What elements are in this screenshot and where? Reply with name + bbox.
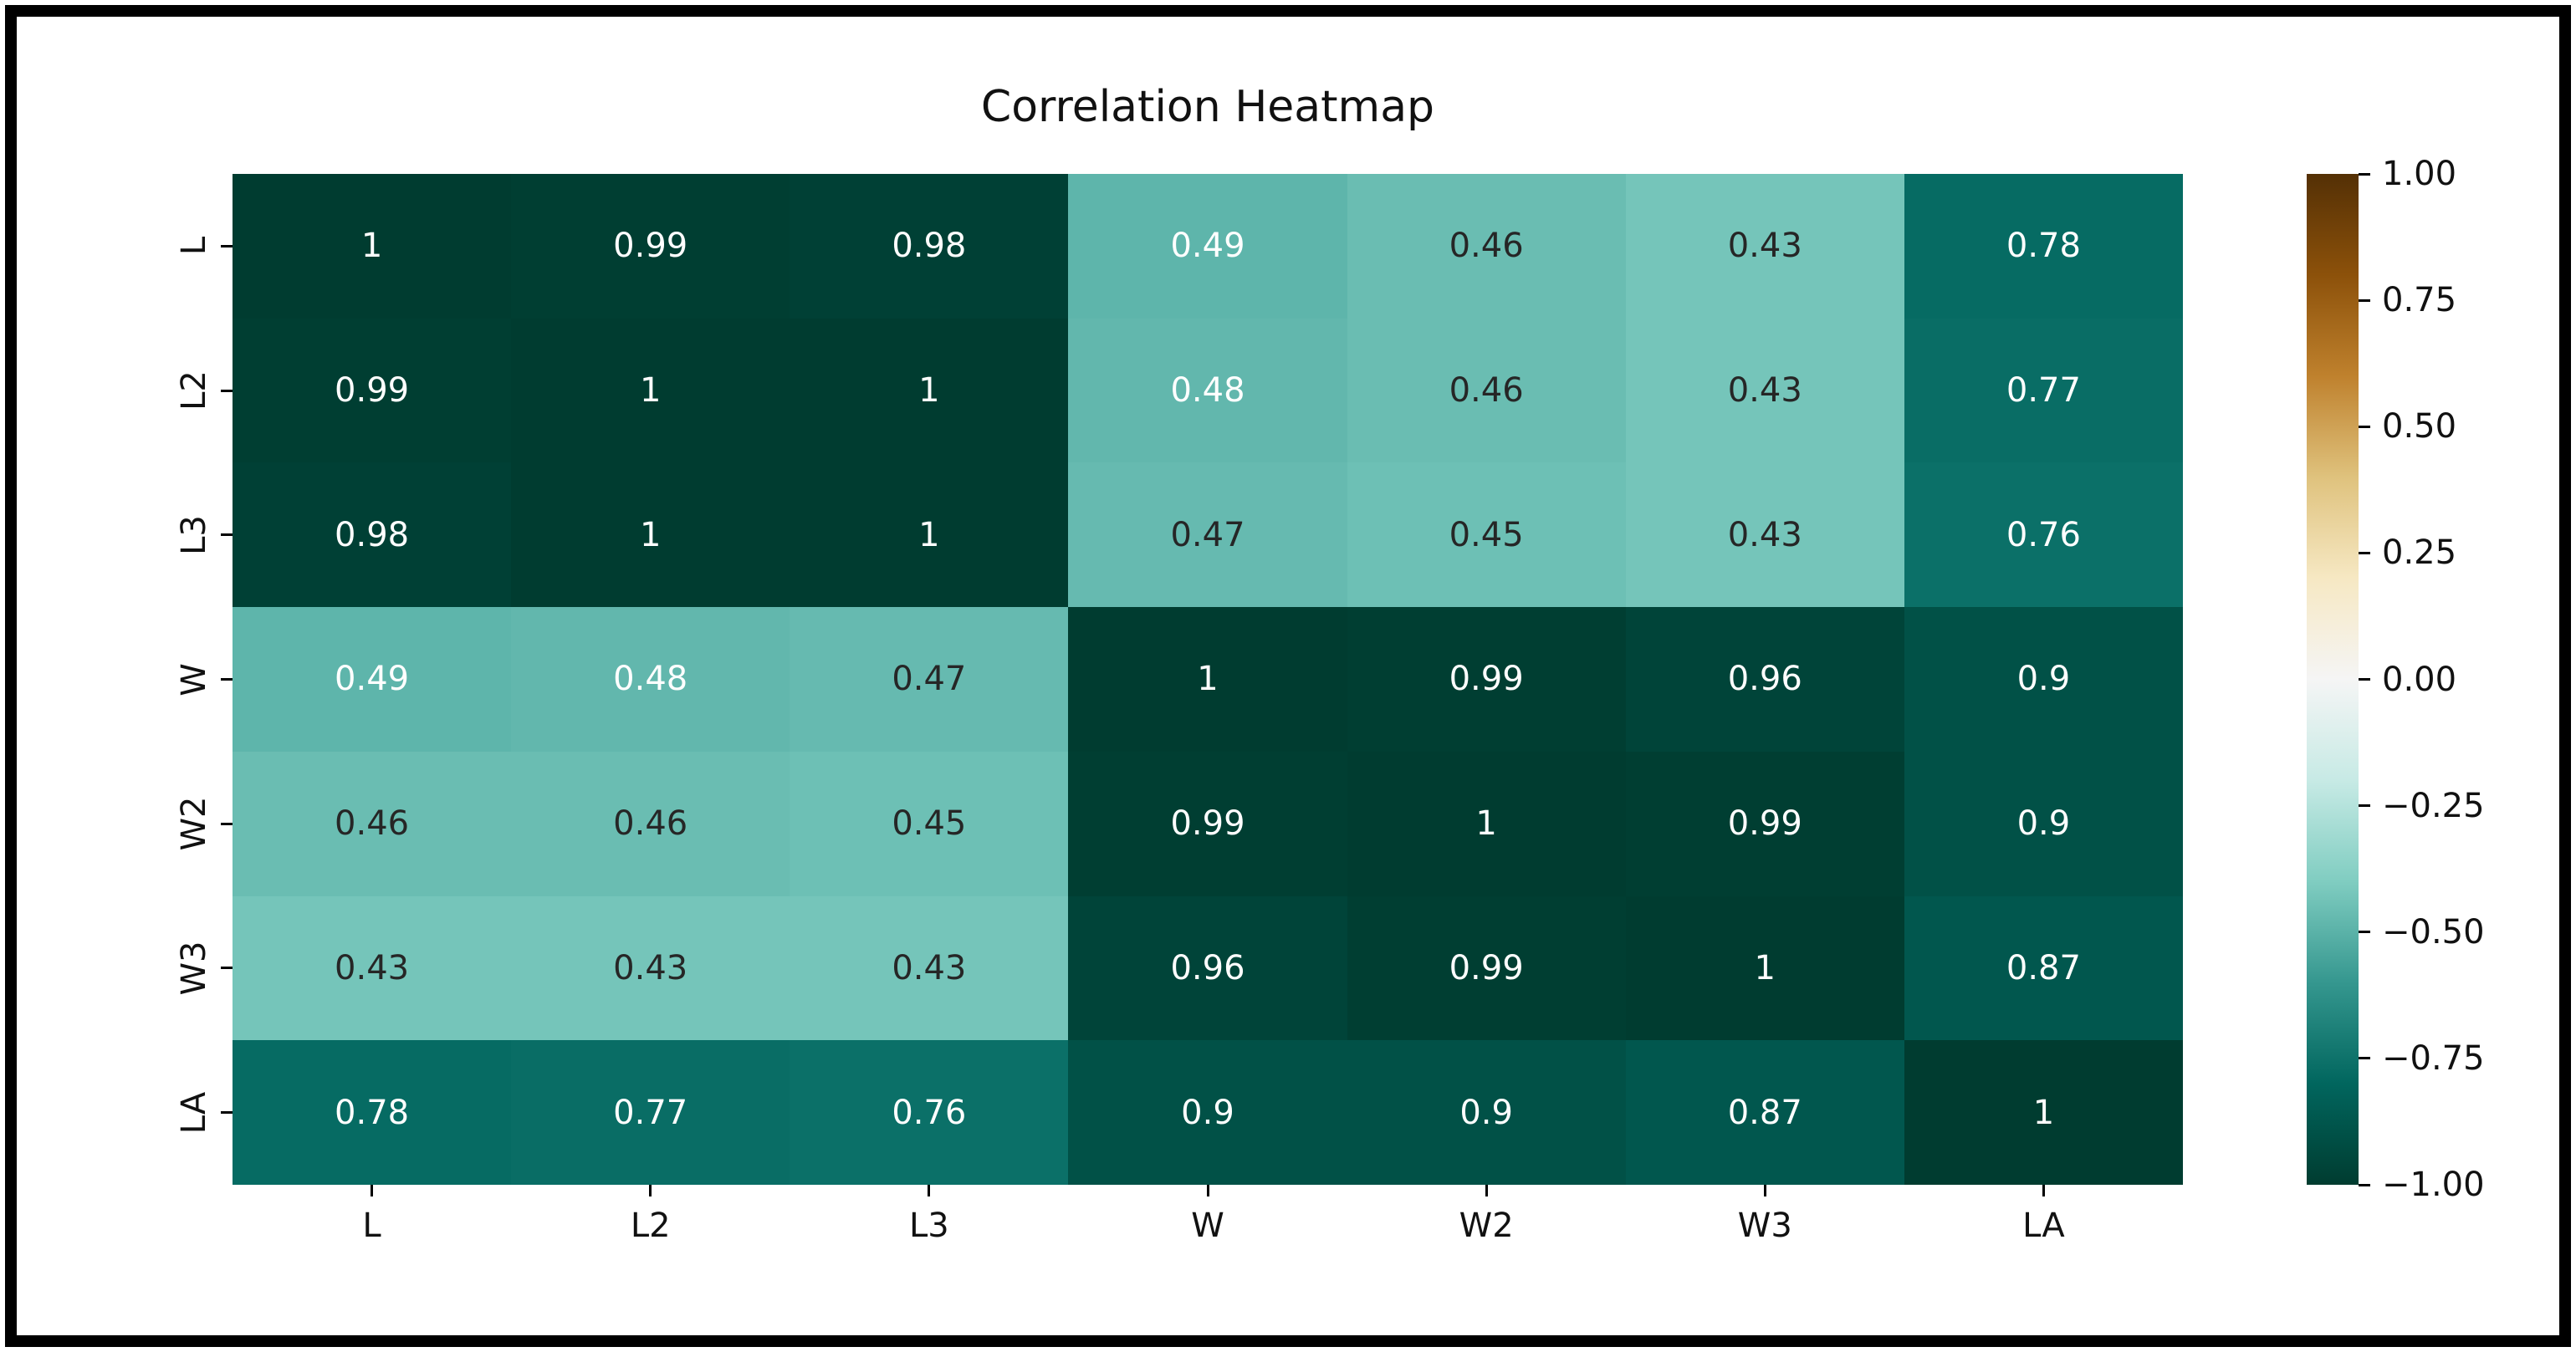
colorbar-tick-label: 0.00 [2382, 660, 2457, 699]
heatmap-cell-W2-LA: 0.9 [1904, 751, 2183, 896]
y-tick-mark [221, 678, 233, 681]
x-tick-mark [928, 1185, 931, 1196]
y-tick-label-L3: L3 [175, 514, 213, 555]
x-tick-label-W: W [1191, 1207, 1224, 1245]
heatmap-cell-L3-W3: 0.43 [1625, 462, 1904, 608]
x-tick-label-W2: W2 [1459, 1207, 1514, 1245]
heatmap-cell-W3-W3: 1 [1625, 895, 1904, 1041]
y-tick-label-W2: W2 [175, 796, 213, 851]
heatmap-cell-L3-W2: 0.45 [1347, 462, 1626, 608]
x-tick-mark [1763, 1185, 1766, 1196]
colorbar-tick-label: 0.75 [2382, 281, 2457, 320]
heatmap-cell-L2-LA: 0.77 [1904, 318, 2183, 463]
heatmap-cell-L2-L2: 1 [511, 318, 790, 463]
y-tick-mark [221, 967, 233, 970]
heatmap-cell-L2-W2: 0.46 [1347, 318, 1626, 463]
colorbar-tick-label: 1.00 [2382, 155, 2457, 193]
heatmap-cell-W2-W2: 1 [1347, 751, 1626, 896]
heatmap-cell-W3-L2: 0.43 [511, 895, 790, 1041]
heatmap-cell-L3-L3: 1 [790, 462, 1069, 608]
heatmap-cell-L3-L2: 1 [511, 462, 790, 608]
heatmap-cell-L2-W3: 0.43 [1625, 318, 1904, 463]
y-tick-label-L: L [175, 237, 213, 256]
colorbar-tick-mark [2359, 931, 2370, 934]
x-tick-mark [649, 1185, 652, 1196]
heatmap-grid: 1 0.99 0.98 0.49 0.46 0.43 0.78 0.99 1 1 0.48 0.46 0… [233, 174, 2183, 1185]
heatmap-cell-LA-L3: 0.76 [790, 1040, 1069, 1185]
heatmap-cell-W2-W3: 0.99 [1625, 751, 1904, 896]
heatmap-cell-W2-W: 0.99 [1068, 751, 1347, 896]
heatmap-cell-W2-L2: 0.46 [511, 751, 790, 896]
heatmap-cell-L-L2: 0.99 [511, 174, 790, 319]
chart-title: Correlation Heatmap [980, 82, 1435, 132]
heatmap-cell-W2-L: 0.46 [233, 751, 512, 896]
heatmap-cell-W-L3: 0.47 [790, 607, 1069, 752]
colorbar-tick-mark [2359, 172, 2370, 176]
colorbar-tick-label: −0.75 [2382, 1038, 2485, 1078]
heatmap-cell-W2-L3: 0.45 [790, 751, 1069, 896]
y-tick-mark [221, 533, 233, 537]
heatmap-cell-W3-L3: 0.43 [790, 895, 1069, 1041]
heatmap-cell-LA-W2: 0.9 [1347, 1040, 1626, 1185]
x-tick-label-L3: L3 [908, 1207, 949, 1245]
heatmap-cell-W-LA: 0.9 [1904, 607, 2183, 752]
heatmap-cell-W3-W: 0.96 [1068, 895, 1347, 1041]
heatmap-cell-W3-W2: 0.99 [1347, 895, 1626, 1041]
heatmap-cell-W-W3: 0.96 [1625, 607, 1904, 752]
heatmap-cell-W-W2: 0.99 [1347, 607, 1626, 752]
colorbar-tick-mark [2359, 298, 2370, 302]
colorbar-tick-label: −0.25 [2382, 786, 2485, 825]
x-tick-label-W3: W3 [1737, 1207, 1792, 1245]
heatmap-cell-L-W2: 0.46 [1347, 174, 1626, 319]
colorbar-tick-mark [2359, 1057, 2370, 1060]
heatmap-cell-W3-LA: 0.87 [1904, 895, 2183, 1041]
heatmap-cell-W3-L: 0.43 [233, 895, 512, 1041]
heatmap-cell-LA-L2: 0.77 [511, 1040, 790, 1185]
colorbar-tick-mark [2359, 804, 2370, 808]
heatmap-cell-LA-W: 0.9 [1068, 1040, 1347, 1185]
colorbar-tick-label: −1.00 [2382, 1166, 2485, 1204]
heatmap-cell-W-L2: 0.48 [511, 607, 790, 752]
heatmap-cell-LA-L: 0.78 [233, 1040, 512, 1185]
y-tick-label-LA: LA [175, 1091, 213, 1134]
x-tick-mark [1206, 1185, 1209, 1196]
heatmap-cell-LA-W3: 0.87 [1625, 1040, 1904, 1185]
x-tick-mark [371, 1185, 374, 1196]
colorbar-tick-mark [2359, 1183, 2370, 1186]
x-tick-mark [2042, 1185, 2045, 1196]
colorbar-tick-mark [2359, 551, 2370, 554]
y-tick-mark [221, 822, 233, 825]
y-tick-label-W: W [175, 662, 213, 696]
x-tick-label-L2: L2 [630, 1207, 671, 1245]
heatmap-cell-W-L: 0.49 [233, 607, 512, 752]
heatmap-cell-L3-LA: 0.76 [1904, 462, 2183, 608]
colorbar-tick-label: 0.50 [2382, 407, 2457, 446]
heatmap-cell-L2-L3: 1 [790, 318, 1069, 463]
y-tick-label-W3: W3 [175, 941, 213, 996]
heatmap-cell-L3-L: 0.98 [233, 462, 512, 608]
heatmap-cell-L3-W: 0.47 [1068, 462, 1347, 608]
x-tick-label-LA: LA [2022, 1207, 2065, 1245]
y-tick-mark [221, 1111, 233, 1115]
heatmap-cell-L2-L: 0.99 [233, 318, 512, 463]
heatmap-cell-LA-LA: 1 [1904, 1040, 2183, 1185]
colorbar [2307, 174, 2359, 1185]
heatmap-cell-L-W: 0.49 [1068, 174, 1347, 319]
heatmap-cell-L-L: 1 [233, 174, 512, 319]
heatmap-cell-L-L3: 0.98 [790, 174, 1069, 319]
heatmap-cell-L-W3: 0.43 [1625, 174, 1904, 319]
y-tick-label-L2: L2 [175, 370, 213, 411]
heatmap-cell-W-W: 1 [1068, 607, 1347, 752]
y-tick-mark [221, 389, 233, 392]
heatmap-cell-L-LA: 0.78 [1904, 174, 2183, 319]
colorbar-tick-label: −0.50 [2382, 912, 2485, 952]
x-tick-label-L: L [362, 1207, 381, 1245]
y-tick-mark [221, 244, 233, 247]
x-tick-mark [1485, 1185, 1488, 1196]
colorbar-tick-mark [2359, 678, 2370, 681]
heatmap-cell-L2-W: 0.48 [1068, 318, 1347, 463]
colorbar-tick-mark [2359, 425, 2370, 428]
colorbar-tick-label: 0.25 [2382, 533, 2457, 573]
